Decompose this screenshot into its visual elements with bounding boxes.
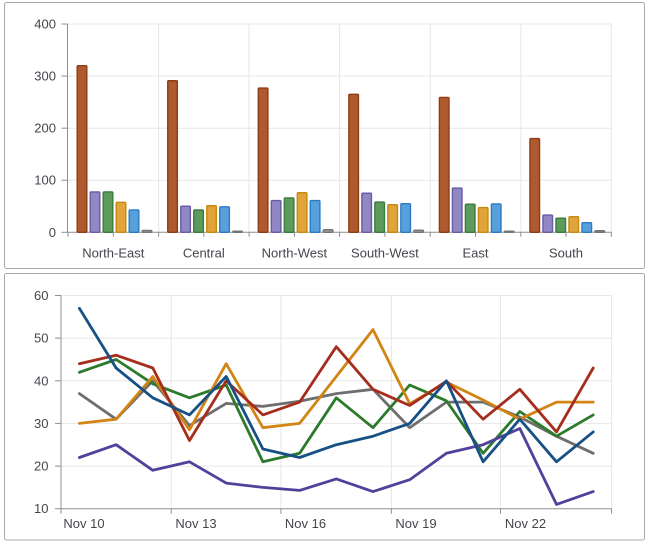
svg-text:North-East: North-East: [82, 246, 145, 261]
svg-text:40: 40: [34, 373, 48, 388]
svg-text:10: 10: [34, 501, 48, 516]
svg-text:Nov 22: Nov 22: [505, 516, 546, 531]
svg-text:Nov 19: Nov 19: [395, 516, 436, 531]
svg-text:Central: Central: [183, 246, 225, 261]
svg-text:50: 50: [34, 331, 48, 346]
svg-text:300: 300: [34, 69, 56, 84]
svg-text:Nov 10: Nov 10: [63, 516, 104, 531]
svg-text:400: 400: [34, 17, 56, 32]
svg-text:Nov 13: Nov 13: [175, 516, 216, 531]
svg-text:South-West: South-West: [351, 246, 419, 261]
svg-text:20: 20: [34, 459, 48, 474]
svg-text:South: South: [549, 246, 583, 261]
svg-text:Nov 16: Nov 16: [285, 516, 326, 531]
svg-text:200: 200: [34, 121, 56, 136]
svg-text:30: 30: [34, 416, 48, 431]
svg-text:60: 60: [34, 288, 48, 303]
svg-text:North-West: North-West: [262, 246, 328, 261]
svg-text:0: 0: [49, 225, 56, 240]
svg-text:100: 100: [34, 173, 56, 188]
svg-text:East: East: [462, 246, 488, 261]
